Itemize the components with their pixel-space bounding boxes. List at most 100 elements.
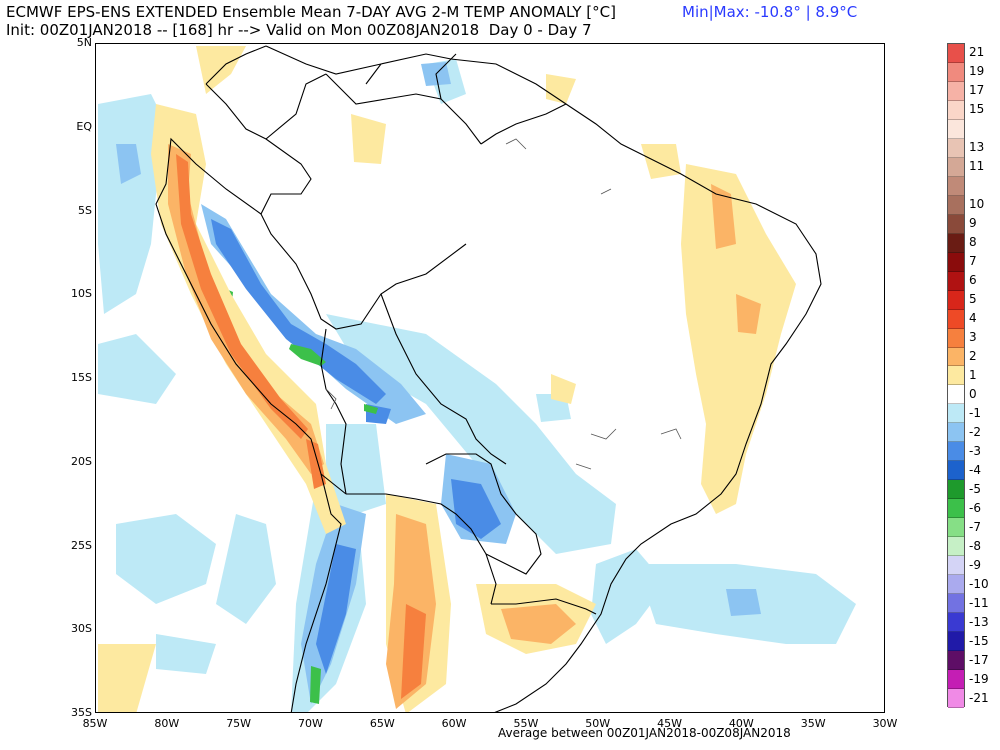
colorbar-swatch	[948, 688, 964, 708]
lake	[325, 388, 337, 410]
colorbar-label: 1	[969, 368, 977, 382]
lon-tick-label: 45W	[657, 717, 682, 730]
colorbar-swatch	[948, 271, 964, 291]
map-title: ECMWF EPS-ENS EXTENDED Ensemble Mean 7-D…	[6, 3, 616, 21]
anomaly-region	[736, 294, 761, 334]
colorbar-swatch	[948, 594, 964, 614]
lon-tick-label: 40W	[728, 717, 754, 730]
anomaly-region	[641, 144, 681, 179]
colorbar-label: -8	[969, 538, 981, 553]
lake	[575, 463, 592, 470]
colorbar-swatch	[948, 157, 964, 177]
lat-tick-label: 20S	[71, 454, 92, 468]
border-line	[260, 213, 467, 330]
lake	[505, 138, 527, 150]
lon-tick-label: 65W	[369, 717, 395, 730]
border-line	[320, 328, 347, 495]
anomaly-region	[681, 164, 796, 514]
anomaly-region	[156, 634, 216, 674]
colorbar-label: -2	[969, 424, 981, 439]
colorbar-swatch	[948, 347, 964, 367]
colorbar-label: 13	[969, 140, 985, 155]
colorbar-label: -6	[969, 500, 981, 515]
anomaly-region	[289, 344, 326, 366]
lon-tick-label: 70W	[298, 717, 323, 730]
colorbar-label: 0	[969, 386, 977, 401]
anomaly-region	[351, 114, 386, 164]
colorbar-label: -11	[969, 595, 989, 610]
anomaly-region	[211, 219, 386, 404]
anomaly-region	[546, 74, 576, 104]
anomaly-region	[98, 94, 166, 314]
colorbar-label: 8	[969, 235, 977, 250]
lon-tick-label: 50W	[585, 717, 611, 730]
colorbar-label: 11	[969, 159, 985, 174]
anomaly-region	[726, 589, 761, 616]
anomaly-region	[216, 514, 276, 624]
colorbar-label: 2	[969, 349, 977, 364]
colorbar-label: 15	[969, 102, 985, 117]
north-coast-line	[205, 45, 267, 85]
country-borders	[155, 45, 822, 712]
border-line	[365, 63, 382, 85]
border-line	[435, 53, 457, 100]
colorbar-label: -19	[969, 671, 989, 686]
anomaly-field-red	[176, 154, 426, 699]
lakes	[325, 138, 682, 470]
lon-tick-label: 35W	[800, 717, 826, 730]
lat-tick-label: 5N	[76, 36, 92, 49]
lon-tick-label: 55W	[513, 717, 539, 730]
colorbar-label: -10	[969, 576, 989, 591]
colorbar-label: 10	[969, 197, 985, 212]
colorbar-label: -13	[969, 614, 989, 629]
map-subtitle: Init: 00Z01JAN2018 -- [168] hr --> Valid…	[6, 21, 592, 39]
anomaly-region	[316, 544, 356, 674]
colorbar-swatch	[948, 214, 964, 234]
lat-tick-label: 5S	[78, 203, 92, 217]
anomaly-region	[326, 314, 616, 554]
colorbar-swatch	[948, 575, 964, 595]
colorbar-swatch	[948, 44, 964, 63]
colorbar-swatch	[948, 499, 964, 519]
anomaly-region	[310, 666, 321, 704]
colorbar-label: 9	[969, 216, 977, 231]
colorbar-swatch	[948, 613, 964, 633]
colorbar-swatch	[948, 537, 964, 557]
colorbar-swatch	[948, 461, 964, 481]
colorbar-swatch	[948, 404, 964, 424]
colorbar-swatch	[948, 669, 964, 689]
colorbar-swatch	[948, 81, 964, 101]
anomaly-region	[711, 184, 736, 249]
anomaly-region	[201, 204, 426, 424]
lon-tick-label: 80W	[154, 717, 180, 730]
colorbar-swatch	[948, 366, 964, 386]
anomaly-region	[406, 534, 428, 589]
colorbar-swatch	[948, 138, 964, 158]
lon-tick-label: 75W	[226, 717, 252, 730]
border-line	[265, 73, 327, 140]
colorbar-swatch	[948, 62, 964, 82]
colorbar-label: -9	[969, 557, 981, 572]
border-line	[480, 103, 567, 145]
colorbar-label: 19	[969, 64, 985, 79]
averaging-period-note: Average between 00Z01JAN2018-00Z08JAN201…	[498, 726, 791, 740]
colorbar-label: -15	[969, 633, 989, 648]
anomaly-region	[116, 144, 141, 184]
anomaly-region	[451, 479, 501, 539]
colorbar-swatch	[948, 518, 964, 538]
anomaly-region	[98, 644, 156, 712]
anomaly-map	[98, 45, 856, 712]
colorbar-label: 5	[969, 292, 977, 307]
colorbar-label: -17	[969, 652, 989, 667]
border-line	[491, 598, 597, 615]
colorbar-label: 7	[969, 254, 977, 269]
lon-tick-label: 85W	[82, 717, 108, 730]
anomaly-region	[306, 439, 326, 489]
colorbar-swatch	[948, 442, 964, 462]
colorbar-swatch	[948, 252, 964, 272]
anomaly-region	[401, 604, 426, 699]
border-line	[346, 493, 497, 605]
map-panel	[95, 43, 885, 713]
colorbar-swatch	[948, 195, 964, 215]
colorbar-swatch	[948, 556, 964, 576]
